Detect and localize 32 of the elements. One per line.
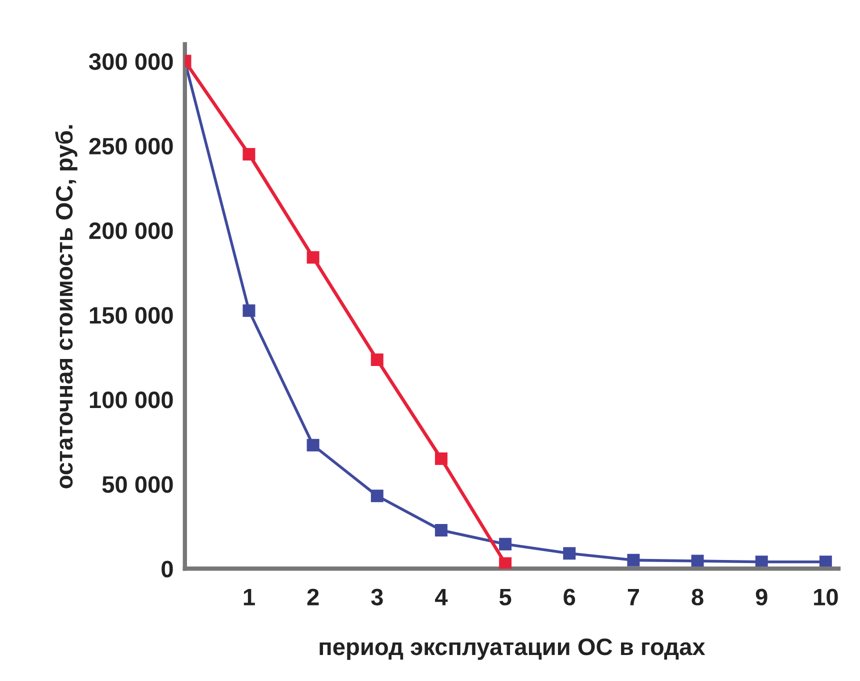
point bbox=[306, 438, 320, 452]
point bbox=[563, 547, 576, 560]
point bbox=[306, 251, 320, 264]
y-tick-label: 250 000 bbox=[89, 138, 173, 155]
x-tick-label: 6 bbox=[564, 588, 576, 606]
x-tick-label: 4 bbox=[435, 588, 448, 606]
x-tick-label: 2 bbox=[307, 588, 319, 606]
x-tick-label: 5 bbox=[499, 588, 512, 606]
y-tick-label: 50 000 bbox=[102, 476, 173, 493]
x-tick-label: 3 bbox=[371, 588, 383, 606]
x-axis-title: период эксплуатации ОС в годах bbox=[320, 638, 706, 660]
point bbox=[370, 353, 384, 366]
point bbox=[627, 554, 640, 566]
y-tick-label: 0 bbox=[162, 560, 173, 578]
y-tick-label: 300 000 bbox=[88, 53, 173, 70]
point bbox=[499, 538, 512, 550]
x-tick-label: 1 bbox=[244, 588, 255, 606]
point bbox=[691, 554, 704, 568]
y-tick-label: 150 000 bbox=[90, 306, 173, 324]
point bbox=[242, 304, 256, 317]
x-tick-label: 7 bbox=[628, 588, 639, 606]
point bbox=[242, 148, 256, 160]
point bbox=[499, 557, 512, 569]
point bbox=[434, 452, 448, 465]
x-tick-label: 9 bbox=[756, 588, 768, 606]
x-tick-label: 10 bbox=[814, 588, 838, 606]
point bbox=[434, 524, 448, 536]
y-tick-label: 100 000 bbox=[90, 392, 173, 408]
y-axis-title: остаточная стоимость ОС, руб. bbox=[55, 125, 78, 488]
point bbox=[370, 490, 384, 502]
y-tick-label: 200 000 bbox=[89, 222, 173, 240]
x-tick-label: 8 bbox=[692, 588, 704, 606]
